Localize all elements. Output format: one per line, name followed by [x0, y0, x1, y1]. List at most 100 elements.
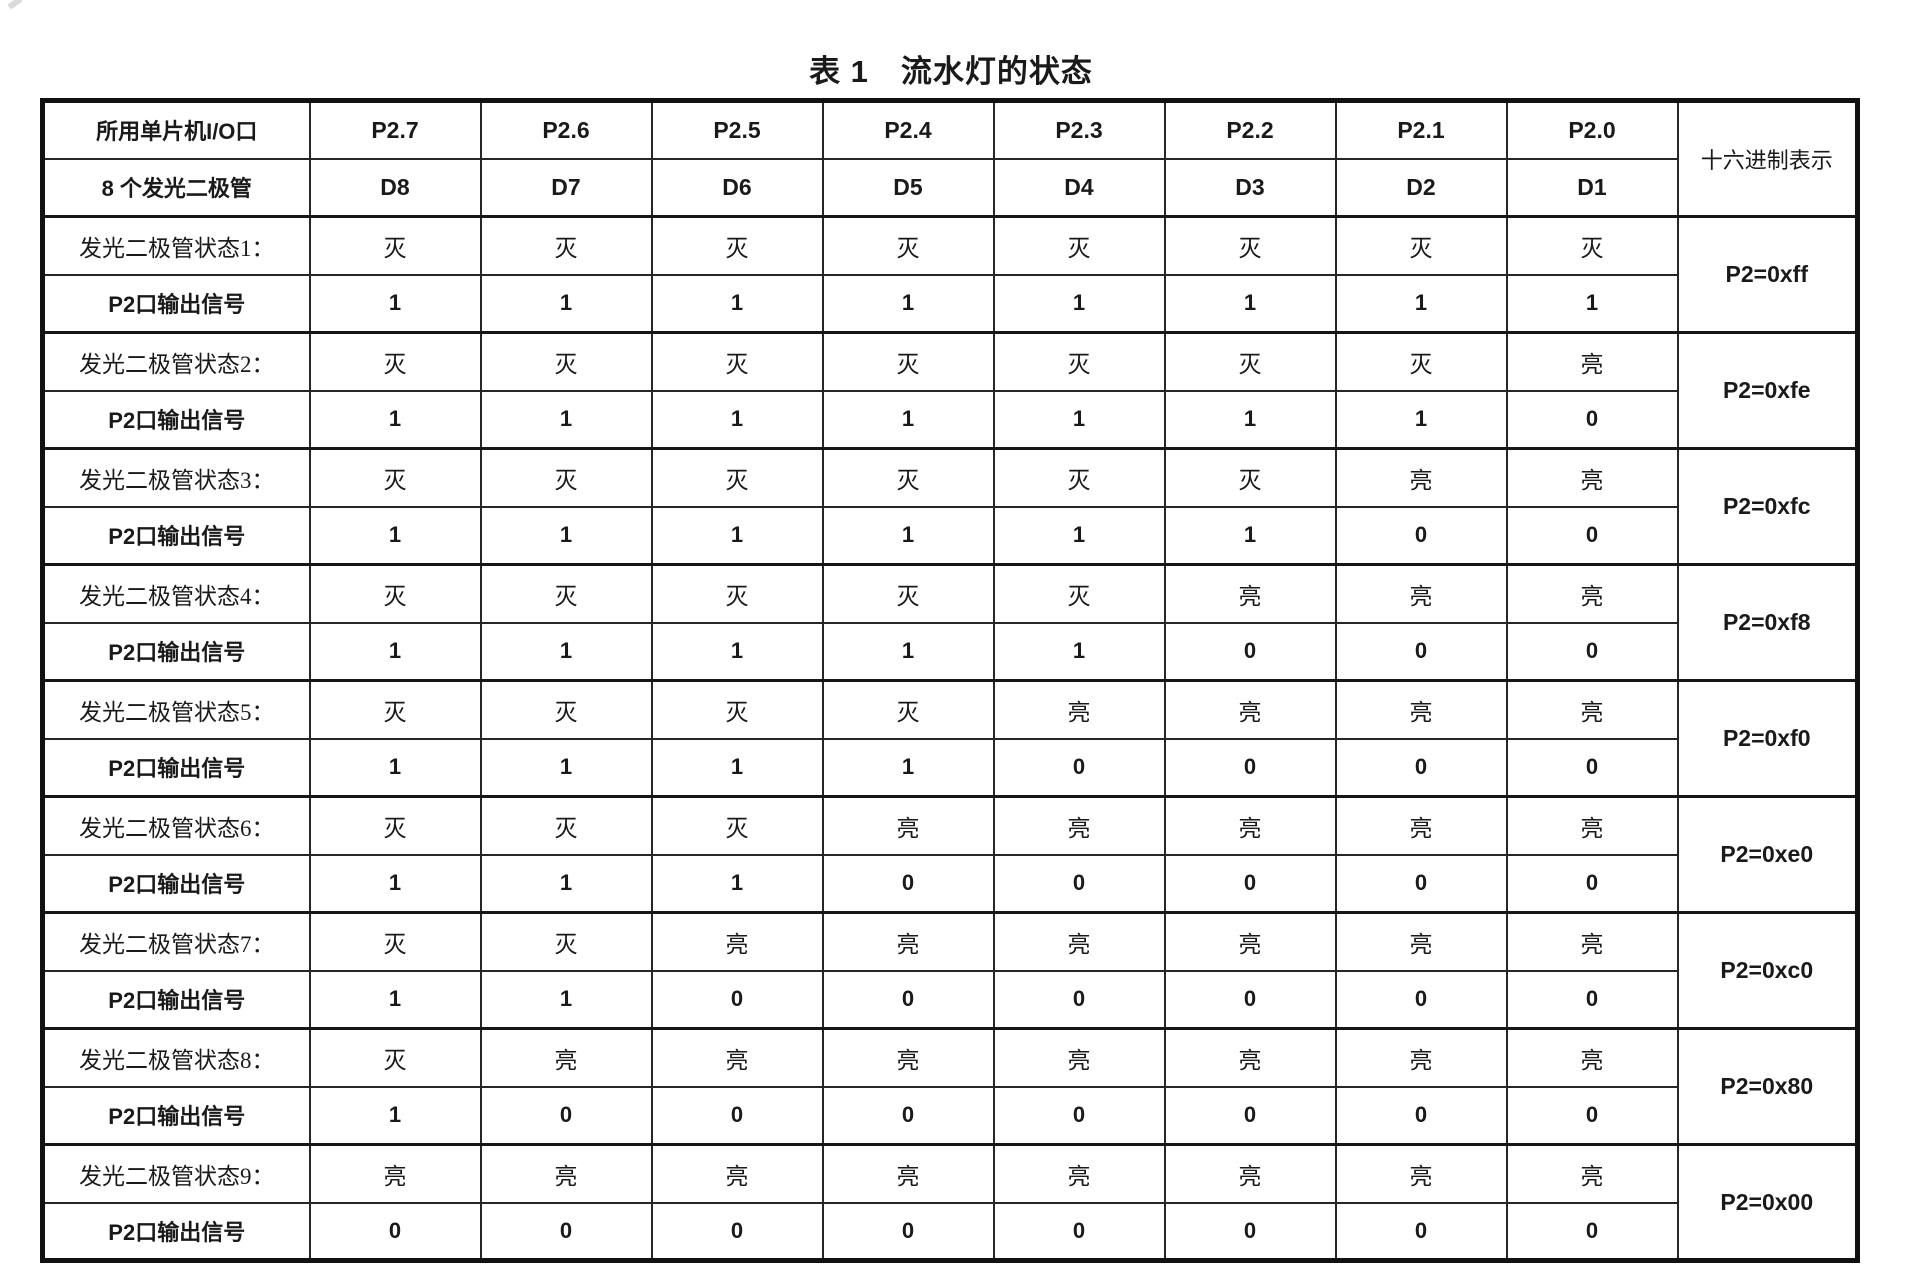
state-8-led-d5: 亮 — [821, 1027, 995, 1088]
led-states-table: 所用单片机I/O口 P2.7 P2.6 P2.5 P2.4 P2.3 P2.2 … — [40, 98, 1860, 1263]
header-led-d3: D3 — [1163, 157, 1337, 218]
state-1-signal-p2-6: 1 — [479, 273, 653, 334]
state-4-led-d1: 亮 — [1505, 563, 1679, 624]
state-6-signal-row: P2口输出信号 1 1 1 0 0 0 0 0 — [41, 853, 1858, 914]
state-8-signal-p2-4: 0 — [821, 1085, 995, 1146]
state-8-signal-p2-3: 0 — [992, 1085, 1166, 1146]
state-5-signal-p2-1: 0 — [1334, 737, 1508, 798]
state-7-signal-p2-0: 0 — [1505, 969, 1679, 1030]
state-8-label: 发光二极管状态8： — [41, 1027, 311, 1088]
state-2-signal-p2-3: 1 — [992, 389, 1166, 450]
state-5-signal-row: P2口输出信号 1 1 1 1 0 0 0 0 — [41, 737, 1858, 798]
state-6-led-row: 发光二极管状态6：灭灭灭亮亮亮亮亮 P2=0xe0 — [41, 795, 1859, 914]
state-7-signal-p2-6: 1 — [479, 969, 653, 1030]
state-8-hex-value: P2=0x80 — [1676, 1027, 1859, 1146]
state-1-signal-p2-1: 1 — [1334, 273, 1508, 334]
state-2-signal-p2-1: 1 — [1334, 389, 1508, 450]
state-3-led-d6: 灭 — [650, 447, 824, 508]
state-8-led-d8: 灭 — [308, 1027, 482, 1088]
state-3-signal-p2-4: 1 — [821, 505, 995, 566]
state-5-led-d2: 亮 — [1334, 679, 1508, 740]
state-4-led-d6: 灭 — [650, 563, 824, 624]
state-2-led-d5: 灭 — [821, 331, 995, 392]
header-port-p2-5: P2.5 — [650, 99, 824, 160]
state-9-signal-p2-0: 0 — [1505, 1201, 1679, 1262]
state-9-signal-p2-6: 0 — [479, 1201, 653, 1262]
state-5-led-d1: 亮 — [1505, 679, 1679, 740]
state-9-hex-value: P2=0x00 — [1676, 1143, 1859, 1262]
state-4-led-d3: 亮 — [1163, 563, 1337, 624]
header-port-p2-6: P2.6 — [479, 99, 653, 160]
header-led-d5: D5 — [821, 157, 995, 218]
state-2-led-d2: 灭 — [1334, 331, 1508, 392]
state-4-signal-p2-4: 1 — [821, 621, 995, 682]
state-7-hex-value: P2=0xc0 — [1676, 911, 1859, 1030]
header-led-d7: D7 — [479, 157, 653, 218]
state-2-signal-p2-4: 1 — [821, 389, 995, 450]
state-9-led-d4: 亮 — [992, 1143, 1166, 1204]
state-6-led-d7: 灭 — [479, 795, 653, 856]
state-4-signal-p2-0: 0 — [1505, 621, 1679, 682]
state-2-led-d6: 灭 — [650, 331, 824, 392]
state-4-hex-value: P2=0xf8 — [1676, 563, 1859, 682]
header-port-p2-0: P2.0 — [1505, 99, 1679, 160]
state-7-signal-row: P2口输出信号 1 1 0 0 0 0 0 0 — [41, 969, 1858, 1030]
header-led-d1: D1 — [1505, 157, 1679, 218]
scan-artifact-mark — [7, 0, 23, 10]
state-2-signal-p2-5: 1 — [650, 389, 824, 450]
state-7-led-d4: 亮 — [992, 911, 1166, 972]
state-5-label: 发光二极管状态5： — [41, 679, 311, 740]
state-6-led-d2: 亮 — [1334, 795, 1508, 856]
state-6-signal-p2-7: 1 — [308, 853, 482, 914]
state-5-led-row: 发光二极管状态5：灭灭灭灭亮亮亮亮 P2=0xf0 — [41, 679, 1859, 798]
state-2-signal-p2-2: 1 — [1163, 389, 1337, 450]
state-3-led-row: 发光二极管状态3：灭灭灭灭灭灭亮亮 P2=0xfc — [41, 447, 1859, 566]
state-4-signal-label: P2口输出信号 — [41, 621, 311, 682]
state-1-signal-p2-5: 1 — [650, 273, 824, 334]
state-8-signal-p2-6: 0 — [479, 1085, 653, 1146]
state-4-signal-p2-3: 1 — [992, 621, 1166, 682]
state-3-signal-p2-1: 0 — [1334, 505, 1508, 566]
state-9-led-d1: 亮 — [1505, 1143, 1679, 1204]
state-4-label: 发光二极管状态4： — [41, 563, 311, 624]
state-6-led-d8: 灭 — [308, 795, 482, 856]
state-4-signal-p2-5: 1 — [650, 621, 824, 682]
state-1-hex-value: P2=0xff — [1676, 215, 1859, 334]
state-6-signal-p2-5: 1 — [650, 853, 824, 914]
state-3-led-d3: 灭 — [1163, 447, 1337, 508]
state-6-signal-p2-1: 0 — [1334, 853, 1508, 914]
state-3-label: 发光二极管状态3： — [41, 447, 311, 508]
state-1-label: 发光二极管状态1： — [41, 215, 311, 276]
state-3-led-d7: 灭 — [479, 447, 653, 508]
state-3-signal-p2-3: 1 — [992, 505, 1166, 566]
state-9-led-d6: 亮 — [650, 1143, 824, 1204]
state-2-label: 发光二极管状态2： — [41, 331, 311, 392]
state-7-signal-p2-3: 0 — [992, 969, 1166, 1030]
state-8-led-d7: 亮 — [479, 1027, 653, 1088]
state-4-signal-p2-2: 0 — [1163, 621, 1337, 682]
state-6-signal-p2-0: 0 — [1505, 853, 1679, 914]
state-6-hex-value: P2=0xe0 — [1676, 795, 1859, 914]
state-2-hex-value: P2=0xfe — [1676, 331, 1859, 450]
state-9-led-d8: 亮 — [308, 1143, 482, 1204]
state-1-led-d4: 灭 — [992, 215, 1166, 276]
state-1-signal-label: P2口输出信号 — [41, 273, 311, 334]
state-3-signal-label: P2口输出信号 — [41, 505, 311, 566]
header-port-p2-7: P2.7 — [308, 99, 482, 160]
led-state-table-body: 发光二极管状态1：灭灭灭灭灭灭灭灭 P2=0xff P2口输出信号 1 1 1 1 1 1 1 1 发… — [41, 215, 1859, 1262]
state-5-signal-p2-5: 1 — [650, 737, 824, 798]
state-5-led-d6: 灭 — [650, 679, 824, 740]
state-9-signal-p2-3: 0 — [992, 1201, 1166, 1262]
state-3-signal-p2-0: 0 — [1505, 505, 1679, 566]
state-6-led-d5: 亮 — [821, 795, 995, 856]
state-9-signal-row: P2口输出信号 0 0 0 0 0 0 0 0 — [41, 1201, 1858, 1262]
state-2-led-d4: 灭 — [992, 331, 1166, 392]
state-7-signal-p2-4: 0 — [821, 969, 995, 1030]
state-3-led-d4: 灭 — [992, 447, 1166, 508]
state-1-signal-p2-3: 1 — [992, 273, 1166, 334]
state-4-signal-p2-7: 1 — [308, 621, 482, 682]
state-9-signal-p2-7: 0 — [308, 1201, 482, 1262]
state-9-signal-p2-4: 0 — [821, 1201, 995, 1262]
state-9-label: 发光二极管状态9： — [41, 1143, 311, 1204]
